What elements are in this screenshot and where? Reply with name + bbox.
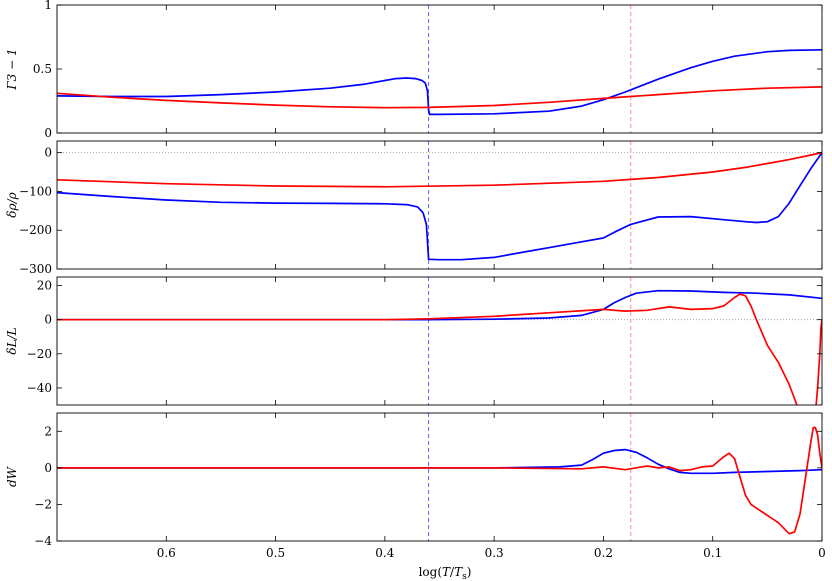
y-tick-label: 0.5 (33, 62, 52, 76)
x-tick-label: 0.2 (594, 546, 613, 560)
panel-1: 0 0.5 1 Γ3 − 1 (5, 0, 823, 140)
y-tick-label: 0 (44, 313, 52, 327)
y-tick-label: −4 (34, 534, 52, 548)
series-group (57, 426, 822, 535)
blue-series-line (57, 48, 822, 116)
y-tick-label: 0 (44, 146, 52, 160)
blue-series-line (57, 448, 822, 475)
red-series-line (57, 426, 822, 535)
red-series-line (815, 319, 822, 405)
y-tick-label: −200 (19, 223, 52, 237)
x-tick-label: 0.4 (375, 546, 394, 560)
y-tick-label: −40 (27, 381, 52, 395)
panel-2: −300 −200 −100 0 δρ/ρ (5, 140, 823, 276)
x-tick-label: 0.6 (157, 546, 176, 560)
x-tick-label: 0.5 (266, 546, 285, 560)
y-tick-label: −20 (27, 347, 52, 361)
y-tick-label: 0 (44, 461, 52, 475)
panel-3: −40 −20 0 20 δL/L (5, 276, 823, 406)
y-tick-label: 2 (44, 424, 52, 438)
panel-frame (56, 140, 823, 270)
series-group (57, 151, 822, 261)
y-axis-label: Γ3 − 1 (5, 48, 19, 90)
y-tick-label: −100 (19, 184, 52, 198)
x-tick-label: 0 (818, 546, 826, 560)
blue-series-line (57, 152, 822, 261)
x-axis-label: log(T/Ts) (419, 565, 472, 581)
y-tick-label: 0 (44, 126, 52, 140)
y-tick-label: −2 (34, 497, 52, 511)
series-group (57, 48, 822, 116)
y-tick-label: −300 (19, 262, 52, 276)
x-tick-label: 0.1 (703, 546, 722, 560)
red-series-line (57, 86, 822, 109)
red-series-line (57, 151, 822, 188)
series-group (57, 289, 822, 405)
red-series-line (57, 293, 798, 405)
y-axis-label: δL/L (5, 327, 19, 354)
y-tick-label: 1 (44, 0, 52, 12)
panel-frame (56, 276, 823, 406)
x-tick-label: 0.3 (485, 546, 504, 560)
blue-series-line (57, 289, 822, 321)
y-axis-label: dW (5, 465, 19, 487)
panel-frame (56, 412, 823, 542)
y-axis-label: δρ/ρ (5, 192, 19, 217)
y-tick-label: 20 (37, 279, 52, 293)
panel-4: −4 −2 0 2 0.6 0.5 0.4 0.3 0.2 0.1 0 dW (5, 412, 826, 560)
